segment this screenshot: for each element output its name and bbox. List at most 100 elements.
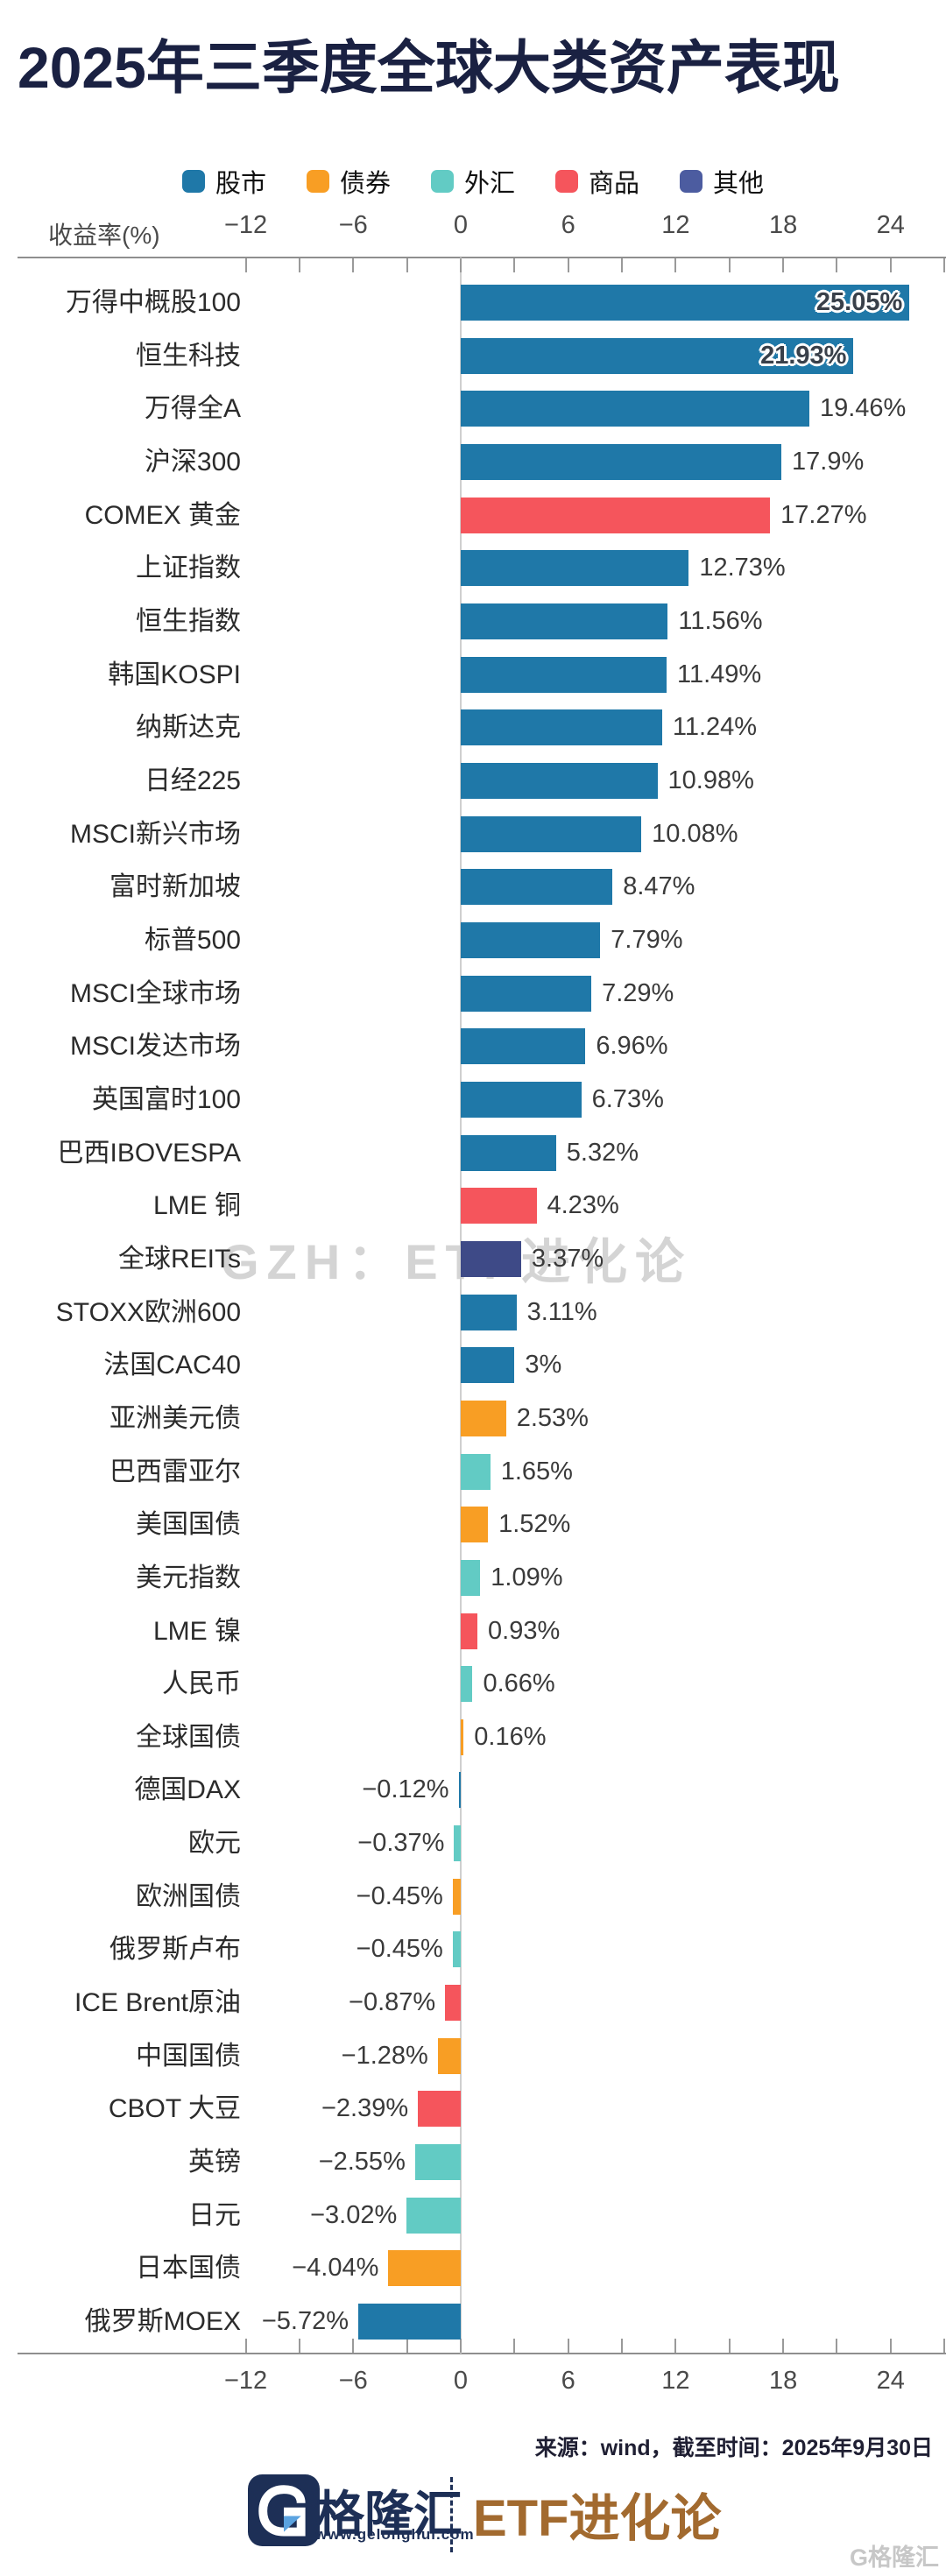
bar-category-label: 万得中概股100	[65, 288, 241, 317]
bar-value-label: −2.55%	[318, 2148, 406, 2177]
bar	[461, 975, 592, 1012]
top-axis-tick	[782, 258, 785, 272]
bar-value-label: 0.16%	[474, 1722, 547, 1751]
bar	[458, 1772, 461, 1809]
x-tick-label: 0	[453, 2367, 469, 2395]
bar	[461, 1507, 489, 1543]
legend-item: 债券	[306, 163, 391, 200]
bar-value-label: 1.65%	[500, 1457, 573, 1486]
bar	[461, 656, 667, 693]
x-tick-label: 12	[661, 2367, 690, 2395]
bar	[461, 1666, 473, 1703]
bar	[406, 2197, 461, 2234]
bar-category-label: MSCI发达市场	[70, 1032, 241, 1062]
bar-category-label: ICE Brent原油	[74, 1988, 241, 2018]
brand-url: www.gelonghui.com	[315, 2526, 475, 2543]
bottom-axis-tick	[674, 2339, 677, 2353]
bar-value-label: 10.08%	[652, 819, 738, 848]
bar-value-label: −4.04%	[292, 2254, 379, 2283]
page-title: 2025年三季度全球大类资产表现	[18, 35, 840, 100]
bottom-axis-tick	[244, 2339, 247, 2353]
bar-category-label: 英镑	[188, 2148, 241, 2177]
bar-value-label: 6.96%	[596, 1032, 668, 1061]
bar	[461, 709, 662, 746]
legend-swatch-icon	[306, 170, 329, 193]
bar-category-label: 日元	[188, 2200, 241, 2230]
bar	[461, 1453, 491, 1490]
bar-value-label: −5.72%	[261, 2307, 349, 2336]
bar-category-label: 美国国债	[136, 1510, 241, 1540]
bar-category-label: CBOT 大豆	[108, 2094, 241, 2124]
bar-value-label: 17.27%	[780, 500, 867, 529]
x-tick-label: −12	[223, 211, 268, 239]
legend-label: 债券	[339, 170, 391, 198]
x-tick-label: 6	[561, 2367, 575, 2395]
bar-value-label: −1.28%	[341, 2041, 428, 2070]
top-axis-tick	[728, 258, 731, 272]
bar	[358, 2304, 461, 2340]
bottom-axis-tick	[836, 2339, 838, 2353]
bar-value-label: −0.45%	[356, 1881, 443, 1910]
x-tick-label: 12	[661, 211, 690, 239]
bar-category-label: 恒生科技	[136, 341, 241, 371]
bar-category-label: 法国CAC40	[103, 1351, 241, 1380]
bottom-axis-tick	[460, 2339, 462, 2353]
bar-value-label: 21.93%	[760, 341, 847, 370]
bar-category-label: 恒生指数	[136, 606, 241, 636]
bar-category-label: 欧元	[188, 1829, 241, 1859]
bar-category-label: 巴西雷亚尔	[109, 1457, 241, 1486]
x-tick-label: 0	[453, 211, 469, 239]
bar	[414, 2144, 461, 2181]
bar-category-label: 德国DAX	[134, 1775, 241, 1805]
bar	[454, 1825, 461, 1862]
bar-category-label: LME 铜	[152, 1191, 241, 1221]
bar-value-label: −0.87%	[349, 1988, 436, 2017]
bar-value-label: 7.79%	[611, 925, 683, 954]
bar	[452, 1878, 461, 1915]
bar	[461, 1719, 464, 1755]
bar-category-label: STOXX欧洲600	[55, 1297, 241, 1327]
legend-swatch-icon	[680, 170, 703, 193]
top-axis-tick	[460, 258, 462, 272]
bar	[461, 1294, 517, 1330]
bar-category-label: 沪深300	[144, 447, 241, 476]
bar-value-label: 0.66%	[483, 1669, 555, 1698]
top-axis-tick	[889, 258, 892, 272]
bar-value-label: −3.02%	[310, 2200, 398, 2229]
bottom-axis-line	[18, 2353, 946, 2354]
bottom-axis-tick	[298, 2339, 300, 2353]
x-tick-label: −12	[223, 2367, 268, 2395]
bar-value-label: 5.32%	[566, 1138, 639, 1167]
top-axis-line	[18, 257, 946, 258]
x-tick-label: 18	[768, 2367, 798, 2395]
legend-label: 股市	[215, 170, 266, 198]
bar-category-label: 全球国债	[136, 1722, 241, 1752]
bar-category-label: 上证指数	[136, 554, 241, 583]
chart-legend: 股市 债券 外汇 商品 其他	[0, 163, 946, 200]
bar-value-label: 3%	[525, 1351, 562, 1380]
bottom-axis-tick	[513, 2339, 516, 2353]
bar-value-label: 3.11%	[526, 1297, 597, 1326]
top-axis-tick	[621, 258, 624, 272]
bar-category-label: 富时新加坡	[109, 872, 241, 902]
legend-swatch-icon	[555, 170, 578, 193]
bar-value-label: 1.09%	[491, 1563, 563, 1591]
bar	[461, 1613, 478, 1649]
brand-divider	[450, 2477, 453, 2552]
bar-category-label: 纳斯达克	[136, 713, 241, 743]
bar-category-label: 日本国债	[136, 2254, 241, 2283]
bar-category-label: LME 镍	[152, 1616, 241, 1646]
bar-category-label: 美元指数	[136, 1563, 241, 1592]
bar-category-label: 俄罗斯MOEX	[84, 2307, 241, 2337]
center-watermark-text: GZH：ETF进化论	[221, 1234, 692, 1289]
bottom-axis-tick	[782, 2339, 785, 2353]
bar	[461, 1400, 506, 1436]
bar	[461, 815, 642, 852]
bar	[461, 1028, 586, 1065]
bar-value-label: 8.47%	[623, 872, 695, 901]
x-tick-label: 18	[768, 211, 798, 239]
legend-item: 外汇	[430, 163, 515, 200]
bottom-axis-tick	[567, 2339, 569, 2353]
